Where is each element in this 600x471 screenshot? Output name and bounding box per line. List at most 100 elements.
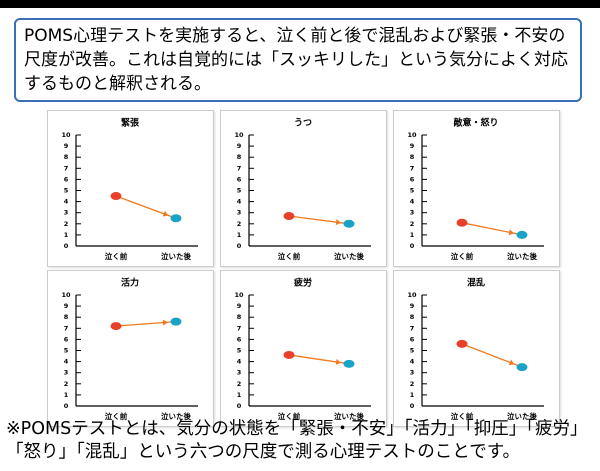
y-tick-label: 5 [64,347,69,355]
y-tick-label: 9 [64,142,69,150]
chart-title: 敵意・怒り [453,117,498,129]
chart-title: 混乱 [467,277,485,289]
chart-panel: 活力 0 1 2 3 4 5 6 7 8 9 10 泣く前 泣いた後 [47,270,214,427]
data-point [456,339,468,348]
chart-panel: 緊張 0 1 2 3 4 5 6 7 8 9 10 泣く前 泣いた後 [47,110,214,267]
y-tick-label: 2 [237,380,242,388]
y-tick-label: 10 [61,131,71,139]
y-tick-label: 9 [237,302,242,310]
data-point [343,219,355,228]
x-tick-label: 泣いた後 [334,411,364,421]
data-point [110,192,122,201]
chart: 混乱 0 1 2 3 4 5 6 7 8 9 10 泣く前 泣いた後 [407,277,544,421]
data-point [516,230,528,239]
arrow-head [162,319,169,326]
arrow-head [508,359,515,366]
y-tick-label: 3 [410,209,415,217]
y-tick-label: 3 [64,209,69,217]
y-tick-label: 10 [407,291,417,299]
data-point [110,322,122,331]
chart-title: 活力 [121,277,139,289]
y-tick-label: 1 [410,231,415,239]
y-tick-label: 1 [64,231,69,239]
y-tick-label: 0 [237,402,242,410]
y-tick-label: 4 [410,198,415,206]
y-tick-label: 5 [64,187,69,195]
y-tick-label: 10 [61,291,71,299]
y-tick-label: 4 [410,358,415,366]
y-tick-label: 4 [237,358,242,366]
y-tick-label: 6 [237,175,242,183]
footnote: ※POMSテストとは、気分の状態を「緊張・不安」「活力」「抑圧」「疲労」「怒り」… [6,419,588,462]
y-tick-label: 6 [64,335,69,343]
y-tick-label: 8 [64,153,69,161]
chart-title: 疲労 [294,277,312,289]
x-tick-label: 泣く前 [278,411,301,421]
y-tick-label: 1 [64,391,69,399]
y-tick-label: 3 [237,369,242,377]
y-tick-label: 10 [234,131,244,139]
y-tick-label: 10 [234,291,244,299]
data-point [456,218,468,227]
y-tick-label: 5 [237,187,242,195]
x-tick-label: 泣く前 [105,411,128,421]
data-point [516,363,528,372]
chart: 活力 0 1 2 3 4 5 6 7 8 9 10 泣く前 泣いた後 [61,277,198,421]
y-tick-label: 0 [410,402,415,410]
y-tick-label: 1 [410,391,415,399]
x-tick-label: 泣く前 [451,251,474,261]
chart-panel: うつ 0 1 2 3 4 5 6 7 8 9 10 泣く前 泣いた後 [220,110,387,267]
chart-panel: 敵意・怒り 0 1 2 3 4 5 6 7 8 9 10 泣く前 泣いた後 [393,110,560,267]
x-tick-label: 泣く前 [278,251,301,261]
y-tick-label: 9 [64,302,69,310]
y-tick-label: 0 [237,242,242,250]
y-tick-label: 5 [410,187,415,195]
y-tick-label: 7 [410,164,415,172]
arrow-head [162,210,169,217]
y-tick-label: 7 [237,164,242,172]
chart-panel: 混乱 0 1 2 3 4 5 6 7 8 9 10 泣く前 泣いた後 [393,270,560,427]
y-tick-label: 3 [237,209,242,217]
y-tick-label: 10 [407,131,417,139]
y-tick-label: 6 [410,175,415,183]
y-tick-label: 4 [64,198,69,206]
y-tick-label: 9 [410,302,415,310]
y-tick-label: 7 [237,324,242,332]
y-tick-label: 5 [237,347,242,355]
chart-title: 緊張 [121,117,140,129]
x-tick-label: 泣いた後 [161,411,191,421]
y-tick-label: 0 [64,242,69,250]
x-tick-label: 泣く前 [105,251,128,261]
y-tick-label: 6 [64,175,69,183]
arrow-head [335,219,342,226]
y-tick-label: 4 [237,198,242,206]
y-tick-label: 8 [237,313,242,321]
top-bar [0,0,600,8]
y-tick-label: 3 [64,369,69,377]
data-point [343,359,355,368]
chart: 緊張 0 1 2 3 4 5 6 7 8 9 10 泣く前 泣いた後 [61,117,198,261]
arrow-head [508,229,515,236]
y-tick-label: 0 [64,402,69,410]
y-tick-label: 2 [64,220,69,228]
y-tick-label: 8 [410,153,415,161]
y-tick-label: 1 [237,231,242,239]
x-tick-label: 泣いた後 [507,251,537,261]
data-point [170,317,182,326]
y-tick-label: 6 [410,335,415,343]
chart-title: うつ [294,118,312,129]
header-text: POMS心理テストを実施すると、泣く前と後で混乱および緊張・不安の尺度が改善。こ… [14,18,582,102]
y-tick-label: 2 [237,220,242,228]
y-tick-label: 0 [410,242,415,250]
chart-panel: 疲労 0 1 2 3 4 5 6 7 8 9 10 泣く前 泣いた後 [220,270,387,427]
data-point [283,350,295,359]
chart: 疲労 0 1 2 3 4 5 6 7 8 9 10 泣く前 泣いた後 [234,277,371,421]
y-tick-label: 7 [410,324,415,332]
x-tick-label: 泣いた後 [161,251,191,261]
data-point [283,212,295,221]
y-tick-label: 8 [237,153,242,161]
x-tick-label: 泣いた後 [334,251,364,261]
y-tick-label: 9 [410,142,415,150]
data-point [170,214,182,223]
